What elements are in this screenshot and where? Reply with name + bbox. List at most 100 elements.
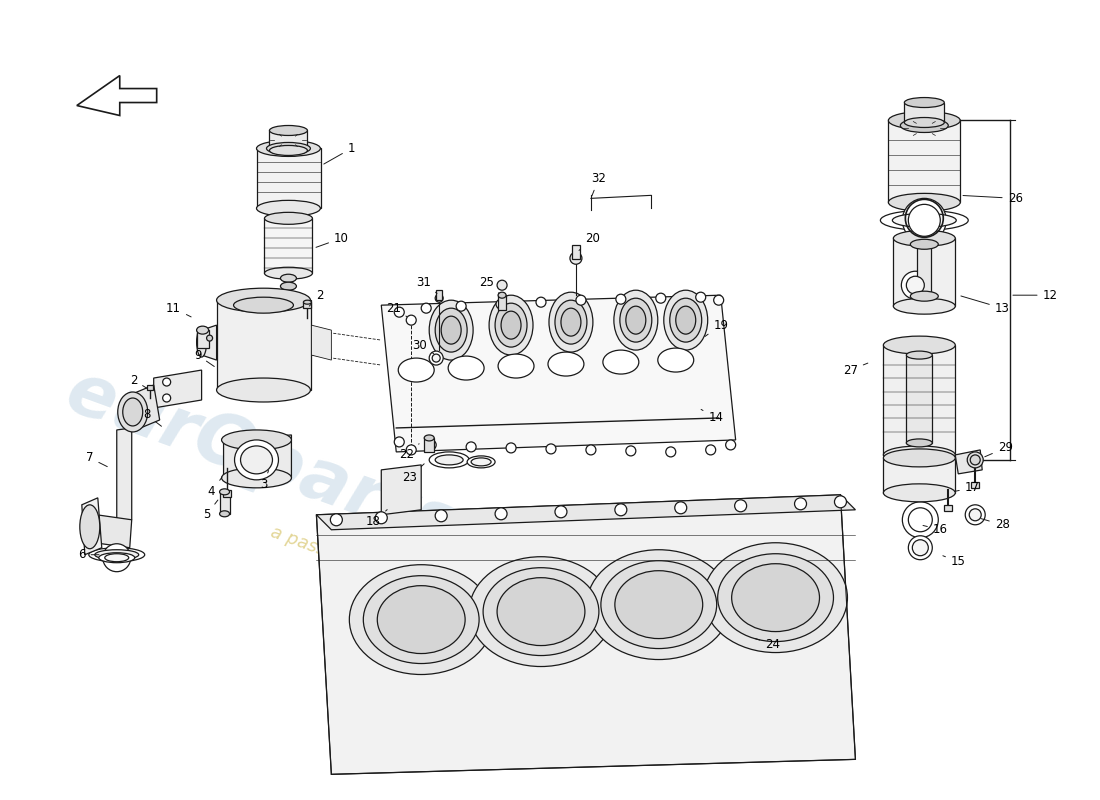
Ellipse shape: [587, 550, 730, 659]
Ellipse shape: [123, 398, 143, 426]
Ellipse shape: [663, 290, 707, 350]
Text: 30: 30: [411, 338, 433, 354]
Polygon shape: [382, 465, 421, 514]
Polygon shape: [154, 370, 201, 408]
Circle shape: [330, 514, 342, 526]
Ellipse shape: [256, 141, 320, 157]
Bar: [146, 385, 153, 390]
Ellipse shape: [280, 274, 296, 282]
Ellipse shape: [603, 350, 639, 374]
Ellipse shape: [118, 392, 147, 432]
Circle shape: [421, 303, 431, 313]
Ellipse shape: [425, 435, 435, 441]
Circle shape: [912, 540, 928, 556]
Ellipse shape: [502, 311, 521, 339]
Ellipse shape: [614, 290, 658, 350]
Ellipse shape: [901, 118, 948, 133]
Ellipse shape: [398, 358, 434, 382]
Ellipse shape: [889, 111, 960, 130]
Ellipse shape: [883, 336, 955, 354]
Ellipse shape: [363, 576, 480, 663]
Ellipse shape: [490, 295, 534, 355]
Bar: [256, 149, 321, 208]
Text: 32: 32: [592, 172, 606, 196]
Circle shape: [626, 446, 636, 456]
Bar: [222, 490, 231, 497]
Circle shape: [794, 498, 806, 510]
Ellipse shape: [377, 586, 465, 654]
Text: 6: 6: [78, 548, 99, 562]
Bar: [906, 355, 933, 443]
Ellipse shape: [197, 327, 207, 357]
Circle shape: [495, 508, 507, 520]
Ellipse shape: [495, 303, 527, 347]
Circle shape: [497, 280, 507, 290]
Bar: [498, 295, 506, 310]
Polygon shape: [311, 325, 331, 360]
Ellipse shape: [904, 118, 944, 127]
Bar: [904, 102, 944, 122]
Text: 3: 3: [260, 470, 268, 491]
Bar: [425, 438, 435, 452]
Polygon shape: [317, 495, 856, 774]
Circle shape: [969, 509, 981, 521]
Bar: [883, 458, 955, 493]
Text: 27: 27: [843, 363, 868, 377]
Text: 2: 2: [130, 374, 147, 389]
Bar: [304, 302, 311, 308]
Circle shape: [546, 444, 556, 454]
Ellipse shape: [270, 126, 307, 135]
Circle shape: [967, 452, 983, 468]
Ellipse shape: [448, 356, 484, 380]
Text: 23: 23: [402, 464, 425, 484]
Circle shape: [394, 437, 404, 447]
Circle shape: [656, 293, 666, 303]
Circle shape: [536, 297, 546, 307]
Text: 13: 13: [961, 296, 1010, 314]
Text: 25: 25: [478, 276, 499, 294]
Text: 2: 2: [309, 289, 323, 306]
Ellipse shape: [350, 565, 493, 674]
Ellipse shape: [436, 308, 468, 352]
Ellipse shape: [498, 354, 534, 378]
Ellipse shape: [220, 511, 230, 517]
Ellipse shape: [266, 142, 310, 154]
Text: 22: 22: [398, 444, 419, 462]
Circle shape: [906, 276, 924, 294]
Ellipse shape: [221, 430, 292, 450]
Ellipse shape: [704, 542, 847, 653]
Ellipse shape: [732, 564, 820, 631]
Ellipse shape: [906, 351, 933, 359]
Text: 14: 14: [701, 410, 723, 425]
Circle shape: [429, 351, 443, 365]
Circle shape: [570, 252, 582, 264]
Bar: [220, 492, 230, 514]
Ellipse shape: [429, 300, 473, 360]
Ellipse shape: [483, 568, 598, 655]
Ellipse shape: [256, 200, 320, 216]
Circle shape: [576, 295, 586, 305]
Text: 18: 18: [366, 510, 387, 528]
Text: 11: 11: [166, 302, 191, 317]
Circle shape: [556, 506, 566, 518]
Text: 19: 19: [705, 318, 728, 337]
Ellipse shape: [498, 292, 506, 298]
Ellipse shape: [626, 306, 646, 334]
Text: 17: 17: [955, 482, 980, 494]
Text: 12: 12: [1013, 289, 1057, 302]
Circle shape: [432, 354, 440, 362]
Ellipse shape: [906, 439, 933, 447]
Ellipse shape: [429, 452, 469, 468]
Circle shape: [726, 440, 736, 450]
Bar: [917, 244, 932, 296]
Ellipse shape: [883, 484, 955, 502]
Text: 9: 9: [194, 349, 214, 366]
Circle shape: [207, 335, 212, 341]
Circle shape: [163, 378, 170, 386]
Ellipse shape: [233, 297, 294, 313]
Bar: [197, 330, 209, 348]
Text: 29: 29: [984, 442, 1013, 457]
Circle shape: [394, 307, 404, 317]
Text: 15: 15: [943, 555, 966, 568]
Text: a passion for performance since 1985: a passion for performance since 1985: [267, 523, 595, 657]
